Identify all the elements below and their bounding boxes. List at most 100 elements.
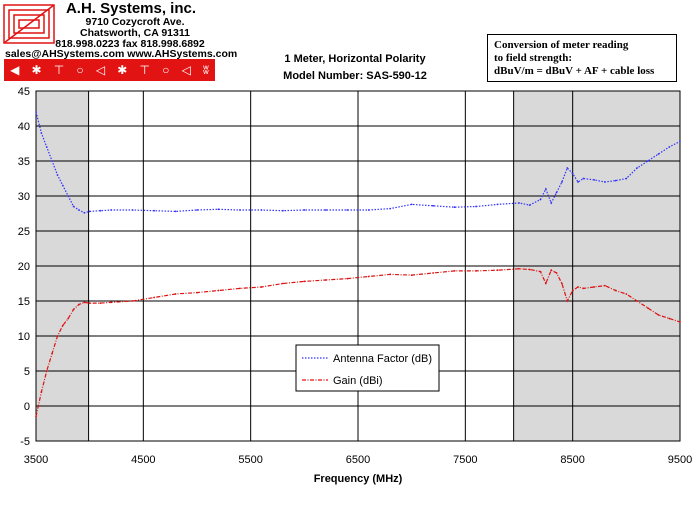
- data-point: [281, 209, 284, 212]
- note-line-2: to field strength:: [494, 52, 573, 64]
- legend-label: Antenna Factor (dB): [333, 353, 432, 365]
- company-address: 9710 Cozycroft Ave.: [85, 16, 185, 28]
- data-point: [544, 282, 547, 285]
- conversion-note: Conversion of meter reading to field str…: [487, 34, 677, 82]
- data-point: [281, 282, 284, 285]
- data-point: [88, 302, 91, 304]
- data-point: [636, 300, 638, 302]
- data-point: [550, 202, 553, 204]
- data-point: [367, 275, 370, 278]
- data-point: [99, 209, 102, 212]
- data-point: [603, 181, 606, 183]
- data-point: [496, 203, 499, 206]
- data-point: [566, 167, 569, 169]
- data-point: [196, 209, 198, 211]
- company-web[interactable]: sales@AHSystems.com www.AHSystems.com: [5, 48, 238, 60]
- data-point: [61, 324, 64, 327]
- data-point: [303, 280, 306, 283]
- data-point: [679, 140, 681, 143]
- data-point: [45, 370, 48, 372]
- data-point: [657, 153, 660, 155]
- data-point: [555, 272, 558, 274]
- data-point: [475, 270, 477, 272]
- data-point: [636, 167, 638, 169]
- data-point: [196, 291, 198, 294]
- legend-label: Gain (dBi): [333, 375, 383, 387]
- data-point: [646, 160, 649, 162]
- data-point: [528, 204, 531, 207]
- y-tick-label: 15: [18, 296, 30, 308]
- x-axis-label: Frequency (MHz): [314, 473, 403, 485]
- data-point: [99, 302, 102, 304]
- data-point: [324, 279, 327, 281]
- data-point: [679, 321, 681, 323]
- data-point: [646, 307, 649, 309]
- data-point: [131, 300, 134, 302]
- data-point: [239, 287, 241, 290]
- y-tick-label: 35: [18, 156, 30, 168]
- data-point: [61, 184, 64, 187]
- loop-antenna-icon: ○: [76, 63, 84, 77]
- data-point: [88, 210, 91, 213]
- data-point: [67, 195, 70, 197]
- data-point: [550, 269, 553, 272]
- y-tick-label: 30: [18, 191, 30, 203]
- tree-antenna-icon: ✱: [31, 63, 42, 77]
- horn-antenna-icon: ◁: [95, 63, 106, 77]
- plot-area-frame: [35, 90, 681, 442]
- data-point: [571, 289, 574, 292]
- data-point: [389, 207, 392, 210]
- y-tick-label: 10: [18, 331, 30, 343]
- data-point: [303, 209, 306, 211]
- data-point: [657, 314, 660, 316]
- data-point: [496, 269, 499, 272]
- data-point: [432, 204, 435, 207]
- data-point: [131, 209, 134, 211]
- data-point: [67, 317, 70, 320]
- data-point: [217, 208, 220, 211]
- data-point: [577, 286, 579, 288]
- legend: Antenna Factor (dB) Gain (dBi): [295, 344, 440, 392]
- data-point: [35, 111, 37, 113]
- data-point: [83, 211, 86, 214]
- data-point: [174, 293, 177, 295]
- x-tick-label: 8500: [560, 454, 584, 466]
- data-point: [40, 391, 43, 393]
- x-tick-label: 4500: [131, 454, 155, 466]
- data-point: [260, 209, 263, 211]
- data-point: [217, 289, 220, 292]
- data-point: [577, 181, 579, 183]
- data-point: [625, 293, 628, 295]
- series-lines: [35, 111, 681, 418]
- data-point: [78, 303, 80, 306]
- data-point: [410, 203, 413, 206]
- data-point: [614, 289, 617, 292]
- data-point: [56, 335, 59, 337]
- note-line-3: dBuV/m = dBuV + AF + cable loss: [494, 65, 655, 77]
- data-point: [432, 272, 435, 274]
- data-point: [367, 209, 370, 211]
- data-point: [582, 177, 585, 180]
- chart-title-line2: Model Number: SAS-590-12: [283, 70, 427, 82]
- y-tick-label: 0: [24, 401, 30, 413]
- data-point: [453, 206, 456, 209]
- data-point: [528, 268, 531, 271]
- note-line-1: Conversion of meter reading: [494, 39, 629, 51]
- horn-antenna-icon: ◀: [10, 63, 20, 77]
- data-point: [475, 205, 477, 208]
- data-point: [260, 286, 263, 288]
- data-point: [153, 296, 155, 299]
- data-point: [40, 132, 43, 134]
- data-point: [668, 317, 671, 320]
- dipole-antenna-icon: ⊤: [139, 63, 150, 77]
- data-point: [593, 179, 596, 181]
- data-point: [56, 174, 59, 176]
- loop-antenna-icon: ○: [162, 63, 170, 77]
- company-phone: 818.998.0223 fax 818.998.6892: [55, 38, 205, 50]
- data-point: [72, 205, 75, 208]
- chart-title-line1: 1 Meter, Horizontal Polarity: [284, 53, 426, 65]
- data-point: [566, 300, 569, 302]
- data-point: [453, 270, 456, 272]
- company-name: A.H. Systems, inc.: [65, 0, 197, 17]
